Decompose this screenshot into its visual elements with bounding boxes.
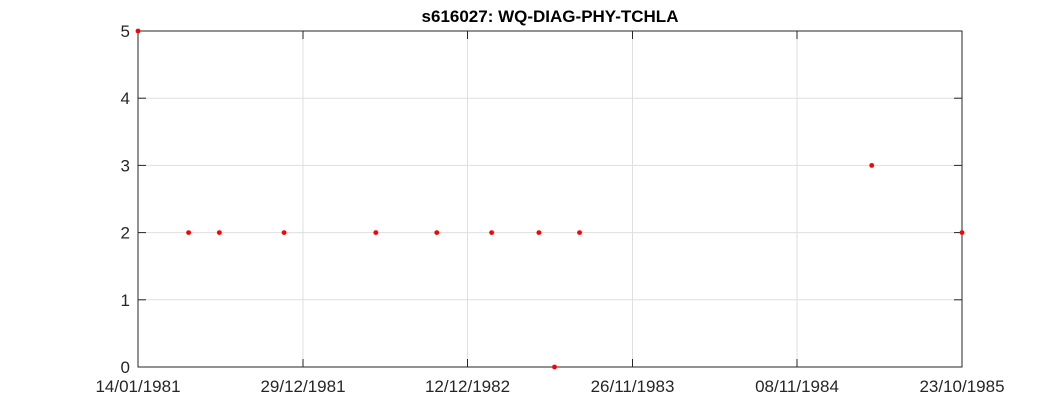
chart-title: s616027: WQ-DIAG-PHY-TCHLA — [422, 7, 679, 26]
x-tick-label: 08/11/1984 — [755, 377, 839, 396]
x-tick-label: 14/01/1981 — [95, 377, 180, 396]
data-points — [135, 28, 965, 370]
x-tick-label: 12/12/1982 — [425, 377, 510, 396]
data-point — [186, 230, 191, 236]
axes-box — [137, 30, 963, 368]
y-tick-label: 4 — [121, 89, 130, 108]
y-tick-label: 2 — [121, 224, 130, 243]
y-tick-label: 1 — [121, 291, 130, 310]
data-point — [135, 28, 141, 34]
data-point — [434, 230, 440, 236]
data-point — [373, 230, 379, 236]
x-tick-label: 26/11/1983 — [591, 377, 675, 396]
data-point — [489, 230, 495, 236]
y-tick-label: 0 — [121, 358, 130, 377]
data-point — [577, 230, 582, 236]
x-tick-label: 29/12/1981 — [260, 377, 345, 396]
data-point — [869, 163, 875, 168]
data-point — [536, 230, 542, 236]
data-point — [216, 230, 222, 236]
x-tick-label: 23/10/1985 — [919, 377, 1004, 396]
y-tick-label: 3 — [121, 156, 130, 175]
y-tick-label: 5 — [121, 22, 130, 41]
axis-ticks: 14/01/1981 29/12/1981 12/12/1982 26/11/1983… — [95, 22, 1004, 396]
data-point — [552, 364, 557, 370]
data-point — [281, 230, 287, 236]
data-point — [959, 230, 965, 236]
grid — [137, 30, 963, 368]
